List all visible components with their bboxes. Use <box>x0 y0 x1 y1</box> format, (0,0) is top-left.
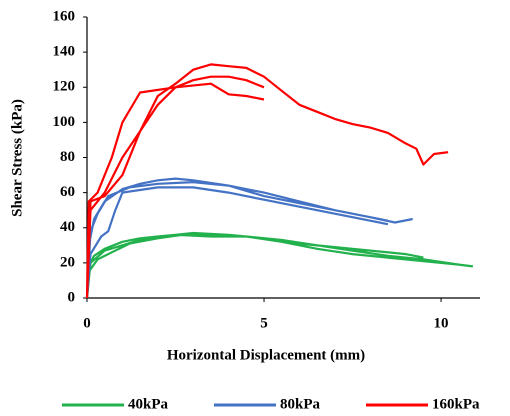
x-tick-label: 10 <box>434 315 449 331</box>
legend-label: 40kPa <box>128 396 169 412</box>
y-tick-label: 160 <box>53 8 76 24</box>
x-tick-label: 5 <box>260 315 268 331</box>
data-line <box>85 177 413 299</box>
y-tick-label: 40 <box>60 219 75 235</box>
y-tick-label: 80 <box>60 149 75 165</box>
y-tick-label: 20 <box>60 254 75 270</box>
y-tick-label: 100 <box>53 114 76 130</box>
y-tick-label: 60 <box>60 184 75 200</box>
x-axis-label: Horizontal Displacement (mm) <box>167 347 365 363</box>
data-line <box>85 231 474 299</box>
y-tick-label: 140 <box>53 44 76 60</box>
legend-label: 80kPa <box>280 396 321 412</box>
y-tick-label: 120 <box>53 79 76 95</box>
x-tick-label: 0 <box>83 315 91 331</box>
legend-label: 160kPa <box>432 396 480 412</box>
y-axis-label: Shear Stress (kPa) <box>9 99 25 217</box>
y-tick-label: 0 <box>68 289 76 305</box>
data-line <box>85 63 449 299</box>
